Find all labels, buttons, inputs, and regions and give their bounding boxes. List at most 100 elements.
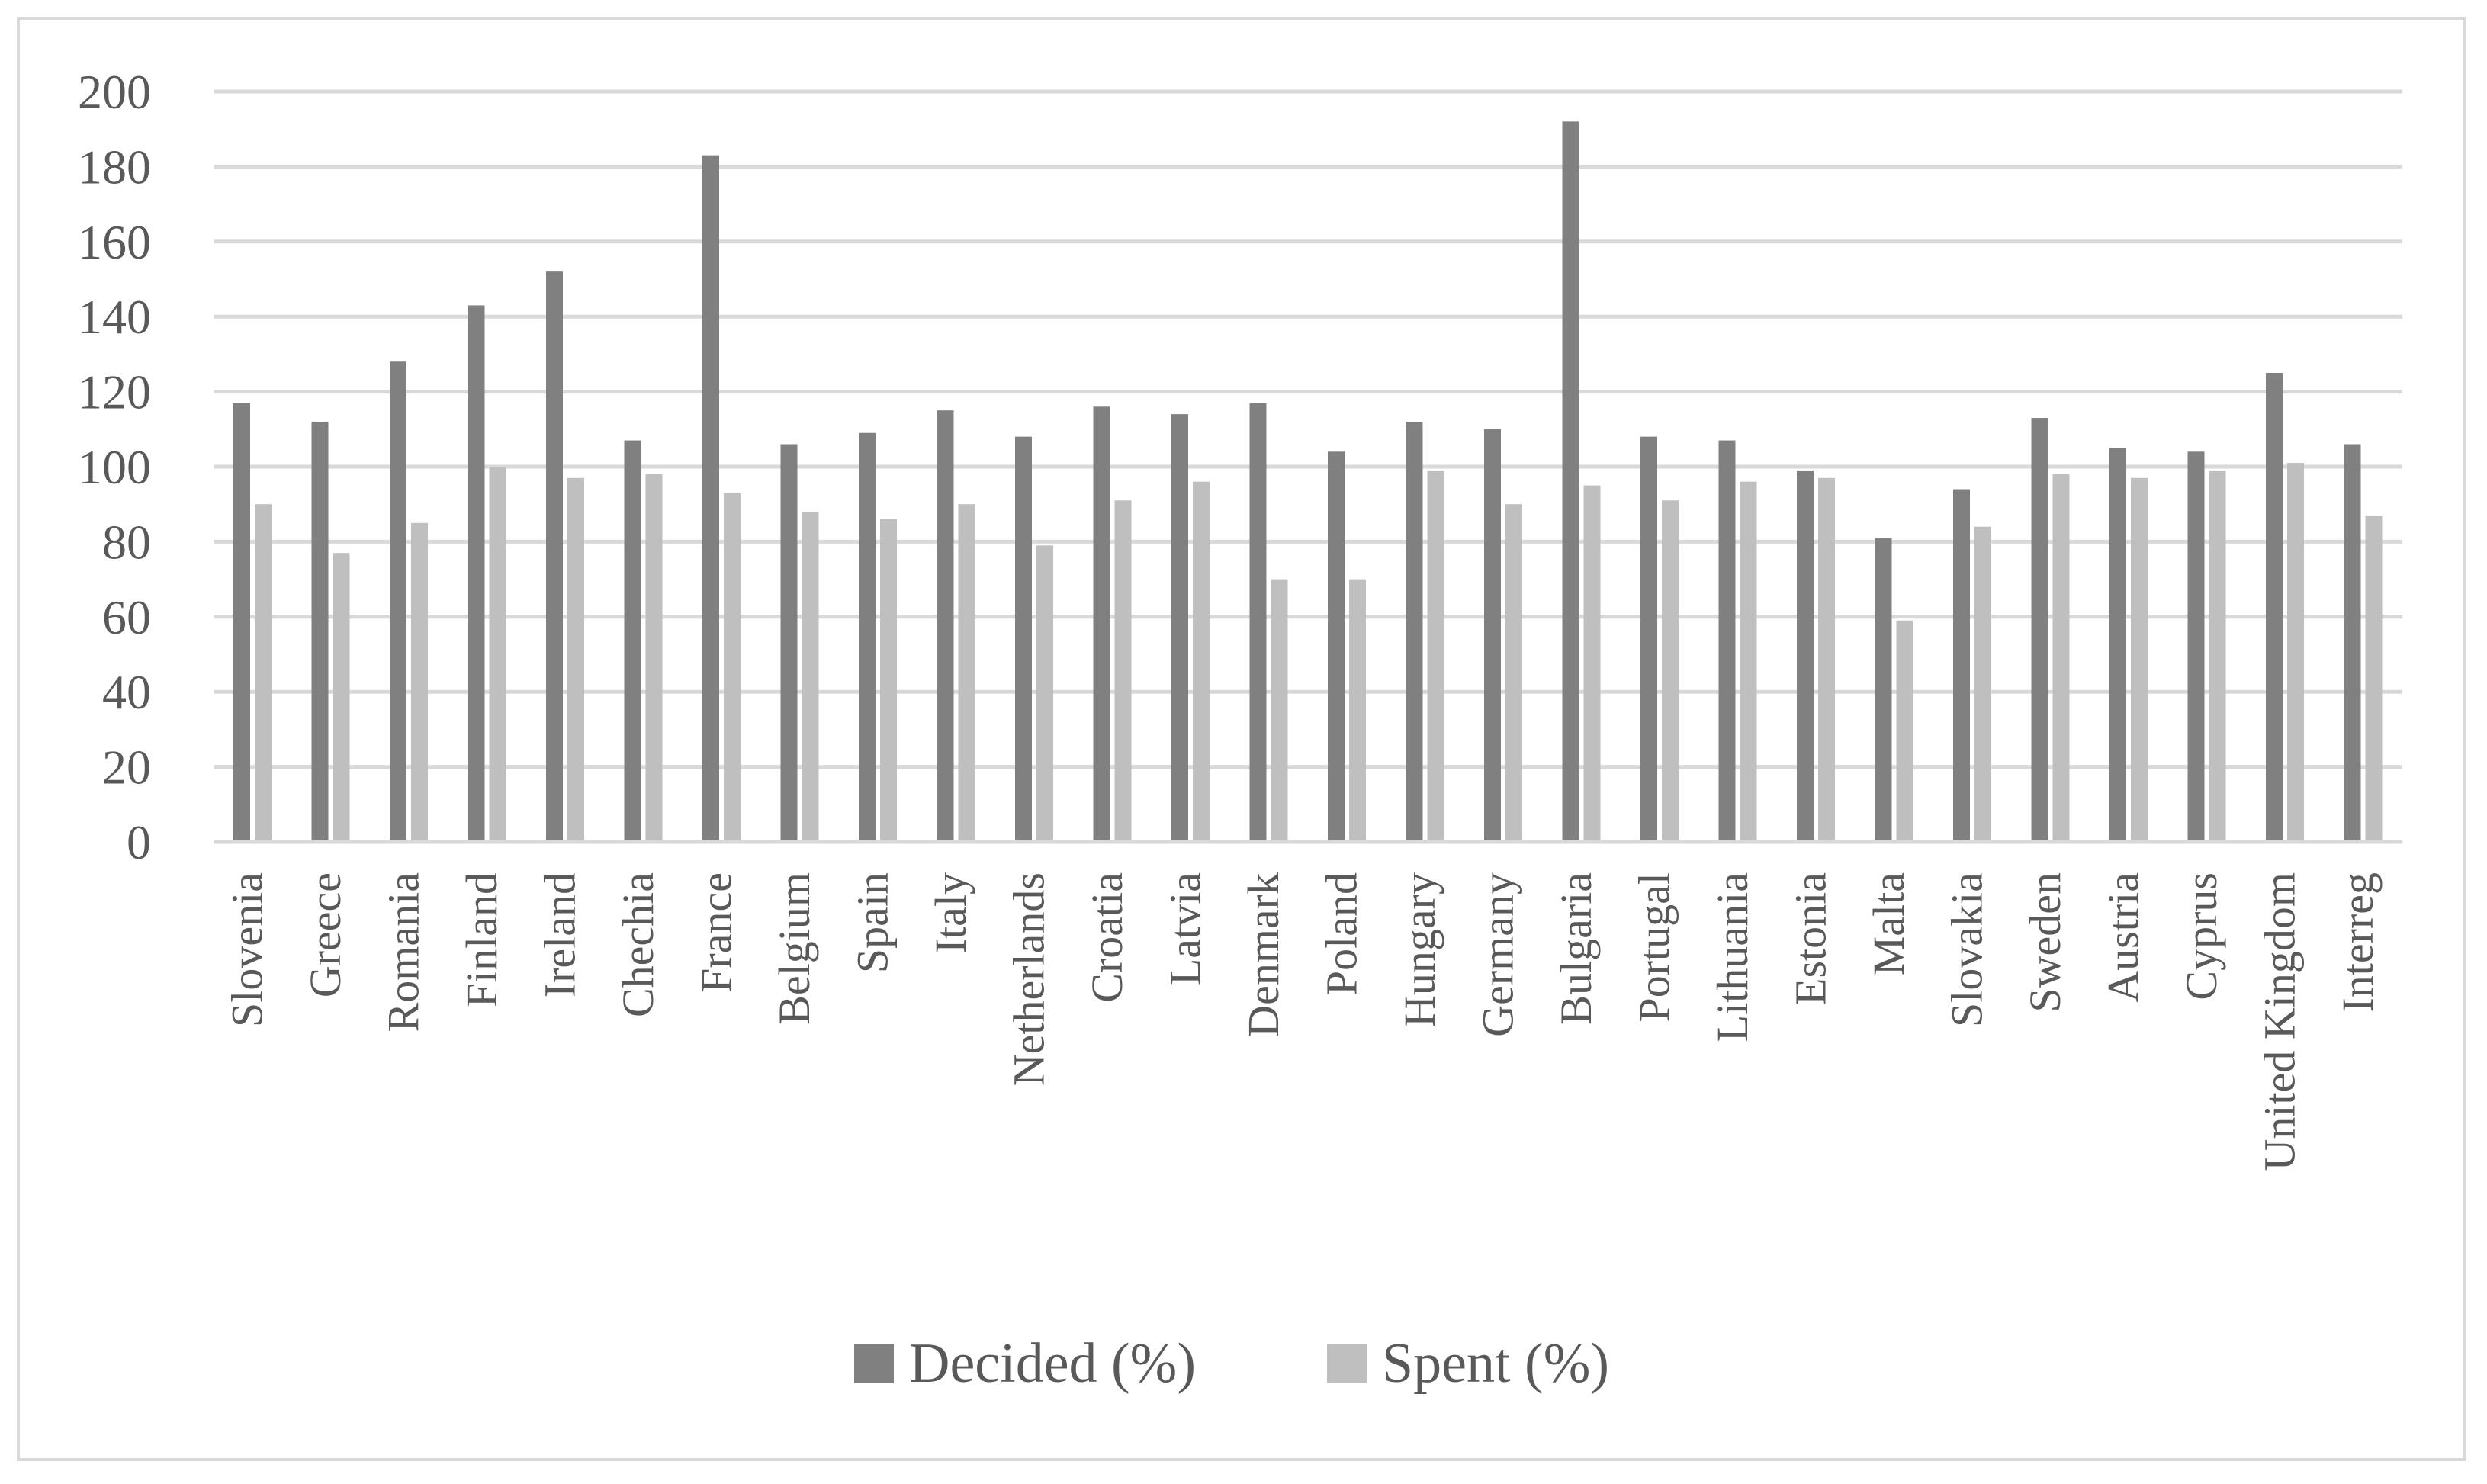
bar-decided-lithuania: [1718, 440, 1736, 842]
legend-label-decided: Decided (%): [909, 1332, 1196, 1395]
bar-decided-poland: [1328, 451, 1345, 842]
y-tick-label: 200: [78, 65, 151, 119]
bar-spent-cyprus: [2209, 470, 2226, 842]
bar-spent-poland: [1349, 579, 1366, 842]
bar-spent-sweden: [2052, 474, 2070, 842]
legend-swatch-decided: [854, 1344, 894, 1383]
y-tick-label: 120: [78, 365, 151, 419]
bar-decided-denmark: [1249, 403, 1267, 842]
bar-decided-germany: [1484, 429, 1501, 842]
x-category-label: Hungary: [1395, 872, 1444, 1027]
bar-spent-slovakia: [1974, 526, 1991, 842]
x-category-label: Lithuania: [1708, 872, 1757, 1042]
bar-spent-estonia: [1818, 477, 1835, 842]
bar-spent-lithuania: [1740, 481, 1757, 842]
bar-spent-greece: [333, 553, 350, 842]
bar-decided-belgium: [780, 444, 798, 842]
bar-decided-chechia: [624, 440, 641, 842]
bar-decided-latvia: [1171, 414, 1188, 842]
x-category-label: Cyprus: [2177, 872, 2226, 1001]
y-tick-label: 140: [78, 290, 151, 344]
legend-label-spent: Spent (%): [1382, 1332, 1609, 1395]
legend-swatch-spent: [1327, 1344, 1367, 1383]
y-tick-label: 100: [78, 440, 151, 494]
bar-decided-italy: [937, 410, 954, 842]
x-category-label: Austria: [2098, 872, 2148, 1003]
bar-decided-spain: [859, 432, 876, 842]
x-category-label: United Kingdom: [2254, 872, 2304, 1171]
bar-spent-belgium: [802, 512, 819, 842]
x-category-label: Croatia: [1082, 872, 1132, 1003]
bar-spent-denmark: [1271, 579, 1288, 842]
x-category-label: Sweden: [2020, 872, 2070, 1013]
bar-decided-estonia: [1797, 470, 1814, 842]
bar-decided-bulgaria: [1562, 121, 1579, 843]
y-tick-label: 160: [78, 215, 151, 269]
x-category-label: Belgium: [770, 872, 819, 1025]
bar-spent-germany: [1505, 504, 1522, 842]
legend: Decided (%) Spent (%): [854, 1332, 1609, 1395]
x-category-label: Spain: [847, 872, 897, 973]
y-tick-label: 0: [127, 815, 151, 869]
bar-decided-malta: [1875, 538, 1892, 842]
bar-spent-bulgaria: [1583, 485, 1601, 842]
y-tick-label: 180: [78, 140, 151, 194]
bar-spent-united-kingdom: [2287, 463, 2304, 842]
bar-spent-spain: [880, 519, 897, 842]
bar-decided-france: [702, 155, 719, 842]
bar-spent-portugal: [1662, 500, 1679, 842]
bar-spent-chechia: [645, 474, 663, 842]
bar-spent-netherlands: [1036, 545, 1053, 842]
bar-spent-croatia: [1114, 500, 1132, 842]
bar-spent-ireland: [567, 477, 584, 842]
bar-decided-cyprus: [2187, 451, 2205, 842]
x-category-label: Slovakia: [1942, 872, 1991, 1027]
bar-spent-latvia: [1193, 481, 1210, 842]
bar-decided-slovakia: [1953, 489, 1970, 842]
bar-spent-romania: [411, 522, 428, 842]
x-category-label: Romania: [378, 872, 428, 1032]
x-category-label: Netherlands: [1004, 872, 1053, 1086]
bar-spent-finland: [489, 467, 506, 842]
x-category-label: Chechia: [613, 872, 663, 1017]
bar-spent-austria: [2131, 477, 2148, 842]
bar-decided-croatia: [1093, 406, 1110, 842]
y-axis-tick-labels: 0 20 40 60 80 100 120 140 160 180 200: [78, 65, 151, 869]
bar-decided-romania: [390, 361, 406, 842]
x-category-label: Slovenia: [222, 872, 272, 1027]
x-axis-category-labels: Slovenia Greece Romania Finland Ireland Chech…: [222, 872, 2383, 1171]
y-tick-label: 20: [102, 740, 151, 795]
x-category-label: Latvia: [1160, 872, 1210, 985]
bar-decided-sweden: [2031, 418, 2048, 842]
x-category-label: Greece: [300, 872, 350, 997]
bar-decided-united-kingdom: [2266, 373, 2283, 842]
x-category-label: Italy: [926, 872, 975, 953]
bar-spent-slovenia: [255, 504, 272, 842]
bar-spent-hungary: [1427, 470, 1444, 842]
x-category-label: Ireland: [535, 872, 584, 997]
bar-decided-hungary: [1406, 421, 1423, 842]
bars: [233, 121, 2383, 843]
bar-spent-interreg: [2365, 515, 2383, 842]
x-category-label: Poland: [1316, 872, 1366, 995]
x-category-label: Germany: [1473, 872, 1522, 1037]
y-tick-label: 80: [102, 515, 151, 569]
bar-decided-finland: [468, 305, 485, 842]
bar-spent-italy: [958, 504, 975, 842]
bar-decided-austria: [2109, 448, 2126, 842]
bar-spent-france: [724, 493, 741, 842]
x-category-label: Bulgaria: [1551, 872, 1601, 1025]
gridlines: [214, 89, 2402, 769]
bar-spent-malta: [1896, 620, 1913, 842]
x-category-label: France: [691, 872, 741, 993]
bar-decided-interreg: [2344, 444, 2361, 842]
bar-decided-slovenia: [233, 403, 250, 842]
bar-decided-netherlands: [1015, 436, 1032, 842]
bar-decided-ireland: [546, 271, 563, 842]
x-category-label: Finland: [457, 872, 506, 1007]
x-category-label: Estonia: [1785, 872, 1835, 1005]
x-category-label: Portugal: [1629, 872, 1679, 1023]
x-category-label: Interreg: [2333, 872, 2383, 1013]
y-tick-label: 40: [102, 665, 151, 719]
